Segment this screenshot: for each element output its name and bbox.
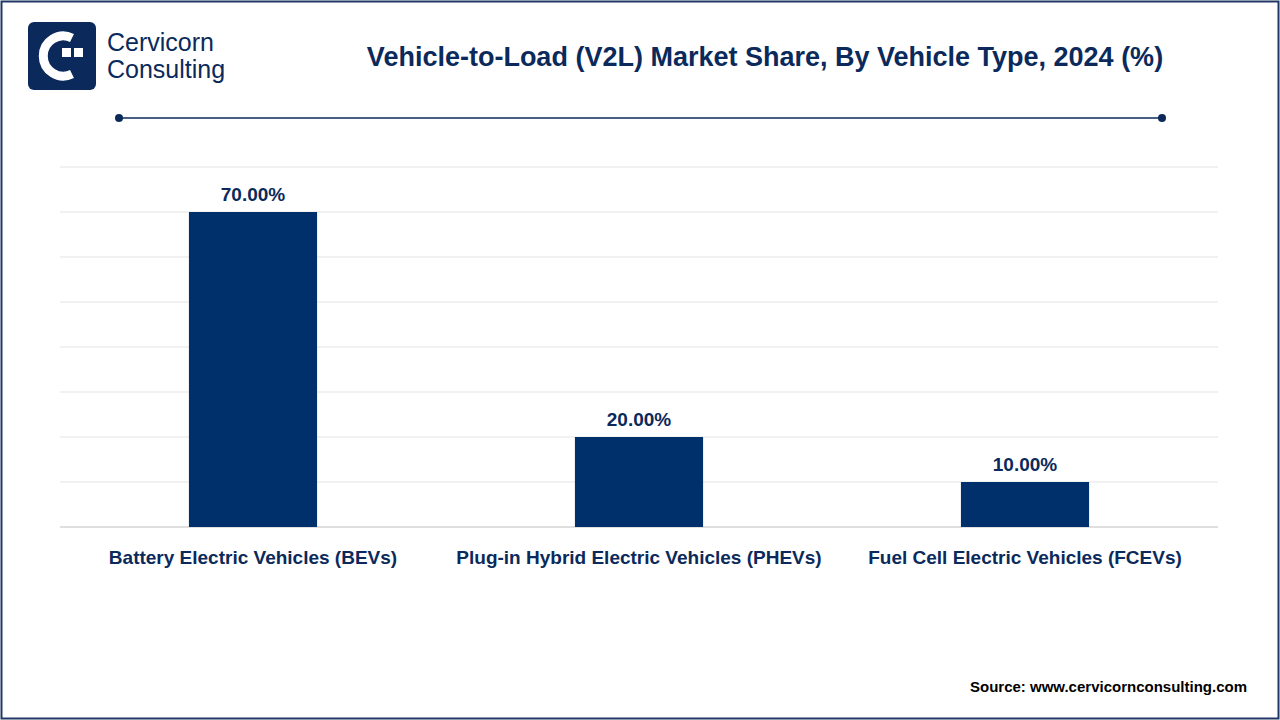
bar bbox=[961, 482, 1089, 527]
frame bbox=[2, 2, 1279, 719]
x-tick-label: Fuel Cell Electric Vehicles (FCEVs) bbox=[868, 547, 1182, 568]
data-label: 20.00% bbox=[607, 409, 672, 430]
title-rule-dot bbox=[1158, 114, 1166, 122]
data-label: 10.00% bbox=[993, 454, 1058, 475]
data-label: 70.00% bbox=[221, 184, 286, 205]
grid-line bbox=[60, 167, 1218, 168]
title-rule bbox=[119, 117, 1162, 119]
logo-icon-arc bbox=[43, 36, 72, 76]
chart-svg: CervicornConsulting Vehicle-to-Load (V2L)… bbox=[0, 0, 1280, 720]
title-rule-dot bbox=[115, 114, 123, 122]
grid bbox=[60, 167, 1218, 527]
logo-icon bbox=[28, 22, 96, 90]
bars bbox=[189, 212, 1089, 527]
bar bbox=[189, 212, 317, 527]
x-tick-label: Battery Electric Vehicles (BEVs) bbox=[109, 547, 397, 568]
logo-icon-dot bbox=[74, 48, 83, 57]
labels: 70.00% 20.00% 10.00% Battery Electric Vehic… bbox=[109, 184, 1182, 568]
logo-text: Cervicorn bbox=[107, 28, 214, 56]
source: Source: www.cervicornconsulting.com bbox=[970, 678, 1247, 695]
logo: CervicornConsulting bbox=[28, 22, 225, 90]
x-tick-label: Plug-in Hybrid Electric Vehicles (PHEVs) bbox=[456, 547, 821, 568]
title: Vehicle-to-Load (V2L) Market Share, By V… bbox=[367, 42, 1163, 72]
background bbox=[0, 0, 1280, 720]
logo-icon-dot bbox=[62, 48, 71, 57]
chart-root: CervicornConsulting Vehicle-to-Load (V2L)… bbox=[0, 0, 1280, 720]
bar bbox=[575, 437, 703, 527]
logo-text: Consulting bbox=[107, 55, 225, 83]
